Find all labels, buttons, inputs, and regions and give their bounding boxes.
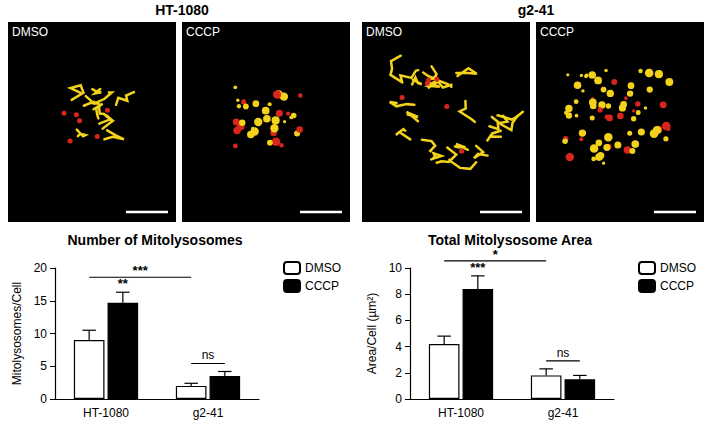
svg-text:Total Mitolysosome Area: Total Mitolysosome Area [428,232,592,248]
svg-text:Number of Mitolysosomes: Number of Mitolysosomes [67,232,242,248]
svg-text:4: 4 [395,340,402,354]
html-text:DMSO: DMSO [12,25,48,39]
svg-text:Area/Cell (µm²): Area/Cell (µm²) [365,293,379,375]
svg-text:Mitolysosomes/Cell: Mitolysosomes/Cell [10,282,24,385]
svg-text:***: *** [133,263,149,278]
html-text:CCCP: CCCP [540,25,574,39]
svg-text:2: 2 [395,366,402,380]
svg-text:10: 10 [389,261,403,275]
html-text:g2-41: g2-41 [517,2,555,18]
svg-text:**: ** [118,276,129,291]
html-text:HT-1080: HT-1080 [155,2,209,18]
svg-text:8: 8 [395,287,402,301]
html-text:DMSO: DMSO [366,25,402,39]
svg-text:5: 5 [40,359,47,373]
svg-text:6: 6 [395,313,402,327]
svg-text:10: 10 [34,327,48,341]
svg-text:g2-41: g2-41 [193,406,224,420]
svg-text:15: 15 [34,294,48,308]
svg-text:CCCP: CCCP [305,279,339,293]
svg-text:0: 0 [40,392,47,406]
svg-text:DMSO: DMSO [660,261,696,275]
svg-text:0: 0 [395,392,402,406]
svg-text:DMSO: DMSO [305,261,341,275]
svg-text:20: 20 [34,261,48,275]
html-text:CCCP: CCCP [186,25,220,39]
svg-text:g2-41: g2-41 [548,406,579,420]
svg-text:ns: ns [557,346,570,360]
svg-text:HT-1080: HT-1080 [438,406,484,420]
svg-text:*: * [493,247,499,262]
svg-text:CCCP: CCCP [660,279,694,293]
svg-text:***: *** [470,260,486,275]
svg-text:ns: ns [202,348,215,362]
svg-text:HT-1080: HT-1080 [83,406,129,420]
